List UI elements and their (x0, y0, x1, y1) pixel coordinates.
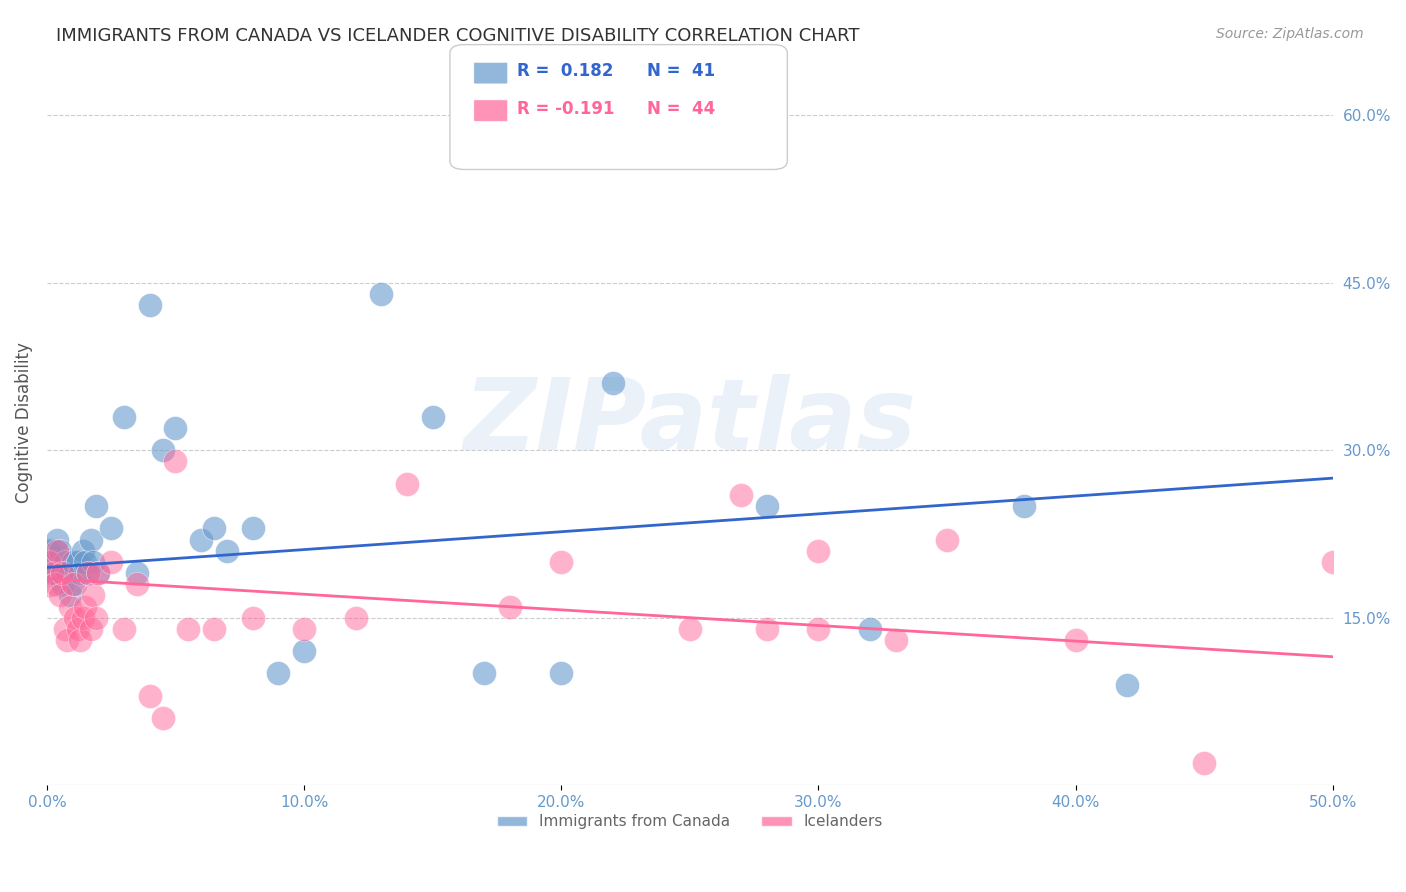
Point (884, 632, 907, 647)
Point (756, 622, 779, 636)
Point (82, 555, 104, 569)
Point (730, 488, 752, 502)
Point (267, 666, 290, 681)
Point (1064, 632, 1087, 647)
Point (125, 566, 148, 580)
Y-axis label: Cognitive Disability: Cognitive Disability (15, 342, 32, 503)
Point (602, 376, 624, 391)
Point (44, 566, 66, 580)
Point (292, 622, 315, 636)
Point (165, 421, 187, 435)
Point (807, 622, 830, 636)
Point (69, 566, 91, 580)
Point (215, 543, 238, 558)
Point (190, 533, 212, 547)
Point (48, 588, 70, 602)
Point (75, 599, 97, 614)
Point (38, 543, 60, 558)
Point (53, 555, 76, 569)
Text: ZIPatlas: ZIPatlas (463, 374, 917, 471)
Point (292, 644, 315, 658)
Point (370, 287, 392, 301)
Point (66, 622, 89, 636)
Point (41, 566, 63, 580)
Point (46, 543, 69, 558)
Point (936, 533, 959, 547)
Point (100, 521, 122, 535)
Point (53, 622, 76, 636)
Point (202, 622, 225, 636)
Point (48, 543, 70, 558)
Point (87, 566, 110, 580)
Legend: Immigrants from Canada, Icelanders: Immigrants from Canada, Icelanders (491, 808, 889, 836)
Text: N =  44: N = 44 (647, 100, 716, 118)
Point (807, 543, 830, 558)
Point (499, 599, 522, 614)
Point (177, 622, 200, 636)
Point (1116, 678, 1139, 692)
Point (422, 409, 444, 424)
Point (344, 610, 367, 624)
Point (395, 476, 418, 491)
Point (550, 666, 572, 681)
Point (63, 610, 86, 624)
Text: N =  41: N = 41 (647, 62, 714, 80)
Point (62, 577, 84, 591)
Point (79, 622, 101, 636)
Point (152, 443, 174, 458)
Point (125, 577, 148, 591)
Text: R = -0.191: R = -0.191 (517, 100, 614, 118)
Point (63, 577, 86, 591)
Point (87, 566, 110, 580)
Point (139, 298, 162, 312)
Point (202, 521, 225, 535)
Point (69, 632, 91, 647)
Text: R =  0.182: R = 0.182 (517, 62, 614, 80)
Point (242, 610, 264, 624)
Point (152, 711, 174, 725)
Point (41, 555, 63, 569)
Point (112, 409, 135, 424)
Point (51, 566, 73, 580)
Point (550, 555, 572, 569)
Point (100, 555, 122, 569)
Point (859, 622, 882, 636)
Point (59, 599, 82, 614)
Point (84, 499, 107, 513)
Point (756, 499, 779, 513)
Point (139, 689, 162, 703)
Point (82, 588, 104, 602)
Point (38, 555, 60, 569)
Point (51, 577, 73, 591)
Point (72, 610, 94, 624)
Point (1322, 555, 1344, 569)
Point (72, 543, 94, 558)
Point (75, 555, 97, 569)
Point (679, 622, 702, 636)
Text: IMMIGRANTS FROM CANADA VS ICELANDER COGNITIVE DISABILITY CORRELATION CHART: IMMIGRANTS FROM CANADA VS ICELANDER COGN… (56, 27, 859, 45)
Point (77, 566, 100, 580)
Point (84, 610, 107, 624)
Point (59, 588, 82, 602)
Point (165, 454, 187, 468)
Point (38, 566, 60, 580)
Point (79, 533, 101, 547)
Point (1012, 499, 1035, 513)
Point (44, 577, 66, 591)
Point (56, 632, 79, 647)
Text: Source: ZipAtlas.com: Source: ZipAtlas.com (1216, 27, 1364, 41)
Point (112, 622, 135, 636)
Point (56, 566, 79, 580)
Point (62, 555, 84, 569)
Point (472, 666, 495, 681)
Point (77, 566, 100, 580)
Point (1192, 756, 1215, 770)
Point (242, 521, 264, 535)
Point (66, 555, 89, 569)
Point (46, 533, 69, 547)
Point (38, 555, 60, 569)
